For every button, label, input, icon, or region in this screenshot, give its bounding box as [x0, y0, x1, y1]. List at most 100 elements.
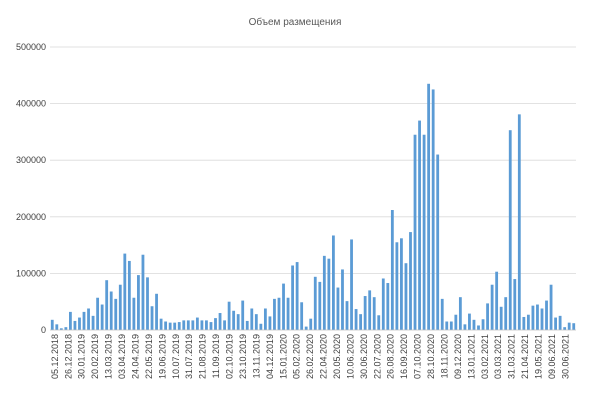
bar [186, 320, 190, 330]
bar [440, 298, 444, 330]
bar [100, 304, 104, 330]
x-tick-label: 03.02.2021 [480, 334, 490, 379]
bar [400, 238, 403, 330]
bar [572, 323, 576, 330]
bar [336, 287, 340, 330]
bar [209, 322, 213, 330]
x-tick-label: 21.04.2021 [520, 334, 530, 379]
bar [463, 324, 467, 330]
bar [368, 290, 372, 330]
x-tick-label: 20.05.2020 [332, 334, 342, 379]
bar [205, 320, 208, 330]
x-tick-label: 28.10.2020 [426, 334, 436, 379]
bar [282, 283, 285, 330]
bar [127, 260, 131, 330]
bar [182, 320, 186, 330]
bar [241, 300, 245, 330]
bar [418, 120, 421, 330]
chart-title: Объем размещения [249, 16, 342, 28]
bar [277, 297, 281, 330]
bar [159, 318, 163, 330]
bar [513, 279, 517, 330]
bar [449, 321, 453, 330]
bar [526, 314, 530, 330]
bar [227, 301, 231, 330]
bar [567, 322, 571, 330]
x-tick-label: 18.11.2020 [439, 334, 449, 378]
bar [377, 315, 381, 330]
x-tick-label: 11.09.2019 [211, 334, 221, 378]
bar [341, 269, 344, 330]
x-tick-label: 09.06.2021 [547, 334, 557, 379]
bar [96, 297, 100, 330]
x-tick-label: 19.05.2021 [534, 334, 544, 379]
bar [245, 320, 249, 330]
bar [313, 276, 317, 330]
x-tick-label: 30.06.2021 [560, 334, 570, 379]
x-tick-label: 26.02.2020 [305, 334, 315, 379]
bar [173, 322, 177, 330]
bar [413, 134, 417, 330]
bar [431, 89, 435, 330]
bar [118, 284, 122, 330]
bar [195, 317, 199, 330]
bar [87, 308, 90, 330]
bar [123, 253, 127, 330]
bar [350, 239, 353, 330]
bar [263, 308, 267, 330]
bar [132, 297, 136, 330]
bar [218, 313, 222, 330]
x-tick-label: 15.01.2020 [278, 334, 288, 379]
bar [109, 291, 113, 330]
bar [200, 320, 204, 330]
bar [404, 263, 408, 330]
bar [69, 311, 72, 330]
gridlines [50, 46, 576, 274]
bar [250, 308, 254, 330]
bar [517, 114, 521, 330]
bar [191, 320, 195, 330]
bar [522, 316, 526, 330]
x-tick-label: 02.10.2019 [225, 334, 235, 379]
x-tick-label: 07.10.2020 [413, 334, 423, 379]
bar [223, 320, 226, 330]
bar [146, 277, 149, 330]
bar [563, 327, 567, 330]
bar [495, 271, 499, 330]
bar [345, 301, 349, 330]
bar [390, 210, 394, 330]
bar [558, 315, 562, 330]
x-tick-label: 22.04.2020 [319, 334, 329, 379]
x-tick-label: 26.08.2020 [386, 334, 396, 379]
bar [91, 315, 95, 330]
y-tick-label: 300000 [16, 155, 46, 165]
bars [50, 83, 576, 330]
bar [372, 297, 376, 330]
bar [114, 298, 118, 330]
bar [291, 265, 294, 330]
bar [55, 324, 59, 330]
x-tick-label: 03.03.2021 [493, 334, 503, 379]
x-tick-label: 10.07.2019 [171, 334, 181, 379]
x-tick-label: 21.08.2019 [198, 334, 208, 379]
bar [259, 323, 263, 330]
bar [386, 283, 390, 330]
bar [381, 278, 385, 330]
bar [300, 302, 304, 330]
x-tick-label: 22.07.2020 [372, 334, 382, 379]
bar [477, 325, 480, 330]
bar [458, 297, 462, 330]
bar [73, 320, 77, 330]
bar [395, 242, 399, 330]
bar [155, 293, 158, 330]
bar [105, 280, 109, 330]
bar [322, 255, 326, 330]
bar [141, 254, 145, 330]
x-tick-label: 31.03.2021 [507, 334, 517, 379]
bar [427, 83, 431, 330]
y-axis-ticks: 0 100000 200000 300000 400000 500000 [16, 42, 46, 335]
x-axis-ticks: 05.12.2018 26.12.2018 30.01.2019 20.02.2019… [50, 334, 571, 379]
bar [273, 298, 276, 330]
bar [150, 306, 154, 330]
